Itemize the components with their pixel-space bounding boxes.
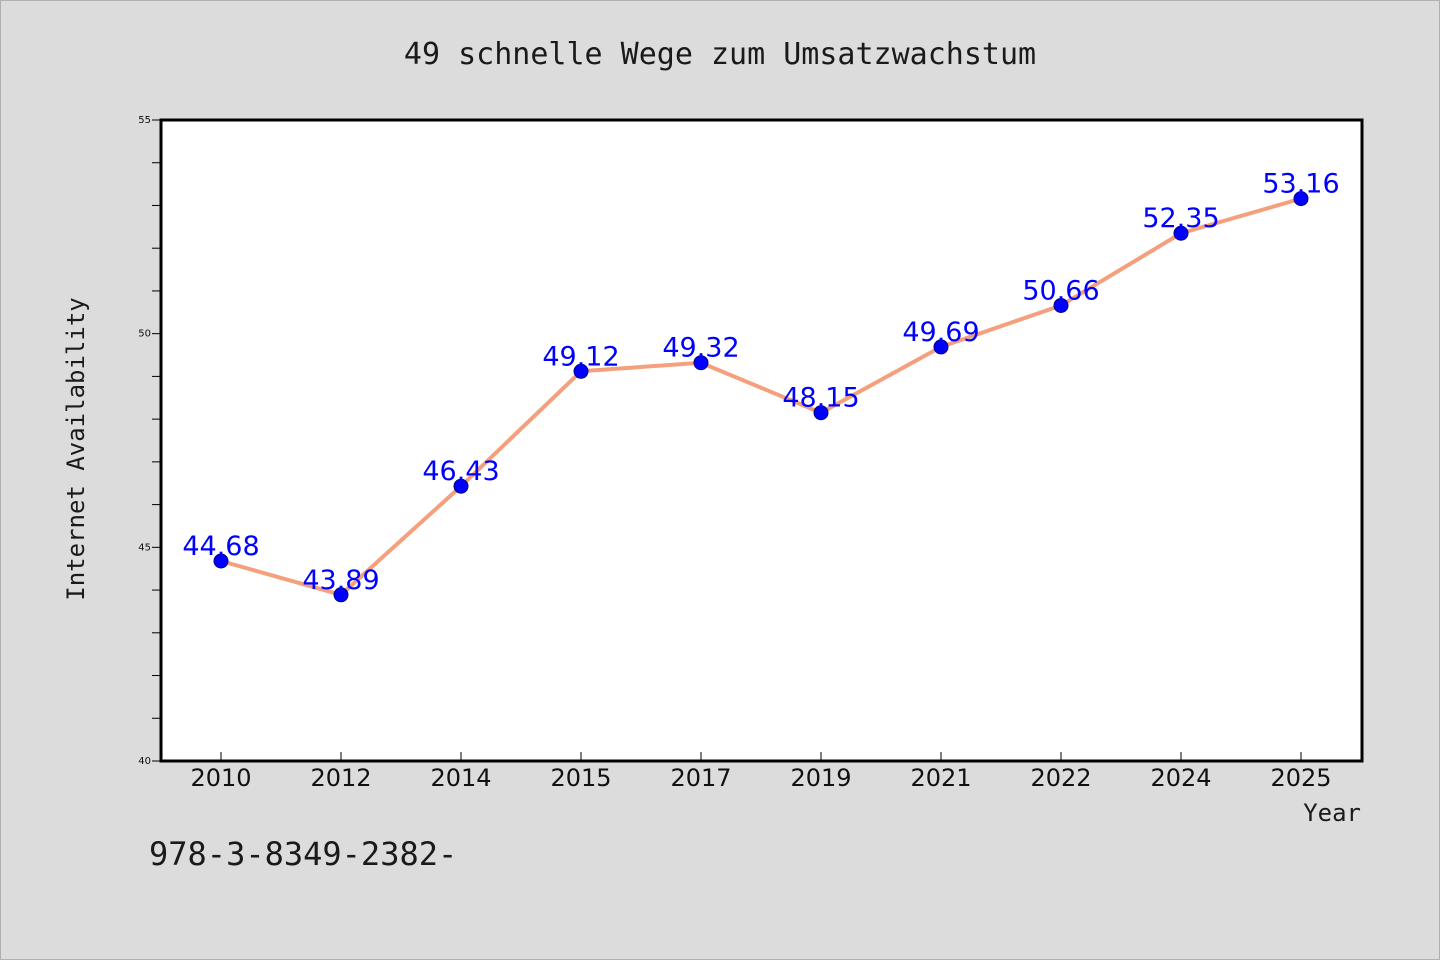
data-label: 49.12 <box>542 341 619 372</box>
y-tick-label: 45 <box>138 542 151 553</box>
x-axis: 2010 2012 2014 2015 2017 2019 2021 2022 2024 2025 <box>190 752 1332 792</box>
data-point <box>1293 191 1309 207</box>
chart-title: 49 schnelle Wege zum Umsatzwachstum <box>404 37 1036 72</box>
y-tick-label: 55 <box>138 115 151 126</box>
data-point <box>453 478 469 494</box>
data-point <box>1053 297 1069 313</box>
data-point <box>333 587 349 603</box>
x-tick-label: 2014 <box>430 764 491 792</box>
x-tick-label: 2015 <box>550 764 611 792</box>
x-tick-label: 2024 <box>1150 764 1211 792</box>
plot-frame <box>159 118 1364 763</box>
y-axis: 40 45 50 55 <box>138 115 161 767</box>
data-label: 43.89 <box>302 565 379 596</box>
x-tick-label: 2017 <box>670 764 731 792</box>
data-series <box>213 191 1309 603</box>
y-tick-label: 50 <box>138 329 151 340</box>
data-label: 48.15 <box>782 383 859 414</box>
data-point <box>1173 225 1189 241</box>
plot-area <box>161 120 1362 761</box>
x-tick-label: 2021 <box>910 764 971 792</box>
x-tick-label: 2010 <box>190 764 251 792</box>
y-tick-label: 40 <box>138 756 151 767</box>
data-label: 49.69 <box>902 317 979 348</box>
data-label: 49.32 <box>662 333 739 364</box>
x-tick-label: 2025 <box>1270 764 1331 792</box>
data-labels: 44.68 43.89 46.43 49.12 49.32 48.15 49.69 50.66… <box>182 169 1339 596</box>
data-point <box>573 363 589 379</box>
x-tick-label: 2019 <box>790 764 851 792</box>
data-point <box>933 339 949 355</box>
footer-code: 978-3-8349-2382- <box>149 835 457 873</box>
data-point <box>213 553 229 569</box>
data-label: 46.43 <box>422 456 499 487</box>
data-point <box>813 405 829 421</box>
data-label: 53.16 <box>1262 169 1339 200</box>
y-axis-title: Internet Availability <box>62 297 90 600</box>
x-tick-label: 2012 <box>310 764 371 792</box>
data-label: 44.68 <box>182 531 259 562</box>
data-label: 50.66 <box>1022 275 1099 306</box>
x-axis-title: Year <box>1303 799 1361 827</box>
series-line <box>219 196 1303 597</box>
x-tick-label: 2022 <box>1030 764 1091 792</box>
data-label: 52.35 <box>1142 203 1219 234</box>
data-point <box>693 355 709 371</box>
